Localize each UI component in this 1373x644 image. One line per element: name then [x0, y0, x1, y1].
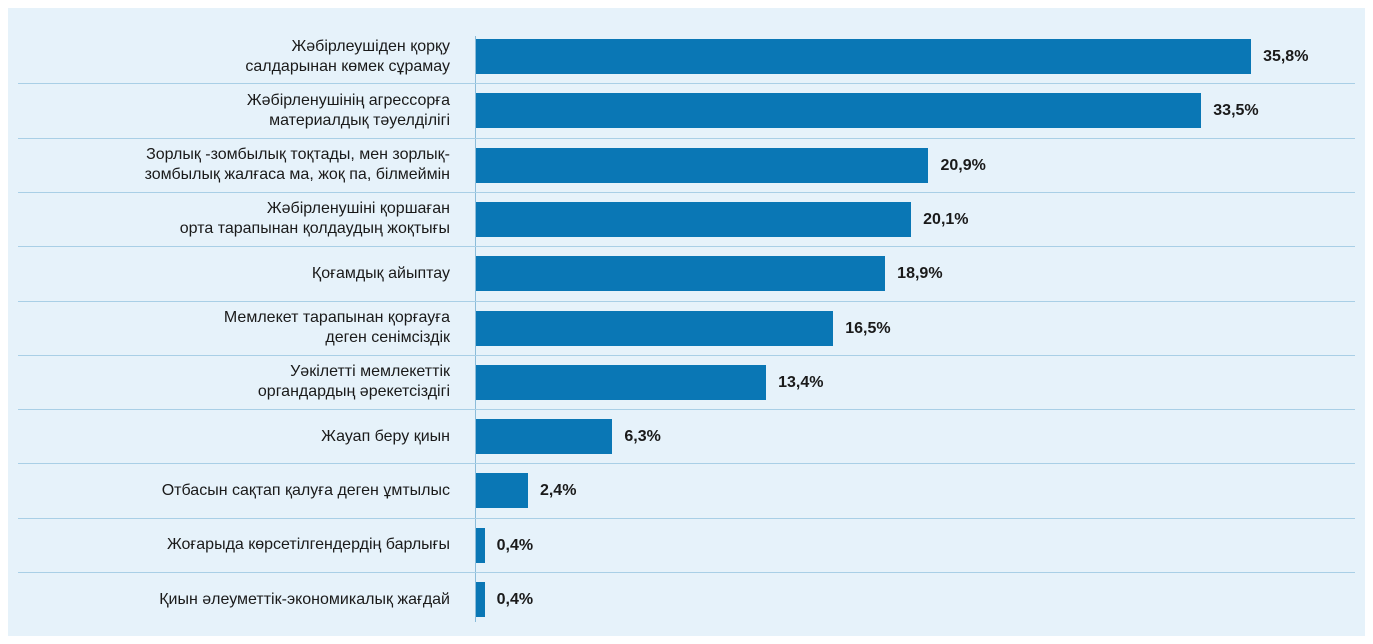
bar [476, 256, 886, 292]
row-separator [18, 300, 1355, 302]
value-label: 0,4% [496, 536, 534, 554]
bar [476, 201, 912, 237]
value-label: 20,9% [940, 156, 986, 174]
category-label: Мемлекет тарапынан қорғауға деген сенімс… [223, 309, 450, 346]
value-label: 6,3% [624, 428, 661, 446]
value-label: 20,1% [923, 210, 969, 228]
value-label: 18,9% [897, 265, 943, 283]
bar [476, 93, 1202, 129]
row-separator [18, 246, 1355, 248]
value-label: 16,5% [845, 319, 891, 337]
category-label: Қоғамдық айыптау [311, 264, 450, 282]
category-label: Жәбірленушінің агрессорға материалдық тә… [246, 91, 450, 129]
row-separator [18, 83, 1355, 85]
bar [476, 419, 613, 455]
value-label: 33,5% [1213, 102, 1259, 120]
bar [476, 473, 528, 509]
category-label: Отбасын сақтап қалуға деген ұмтылыс [161, 481, 450, 499]
row-separator [18, 572, 1355, 573]
category-label: Зорлық -зомбылық тоқтады, мен зорлық- зо… [144, 146, 450, 184]
row-separator [18, 517, 1355, 519]
axis-line [475, 36, 476, 622]
category-label: Жауап беру қиын [321, 427, 450, 445]
chart: Жәбірлеушіден қорқу салдарынан көмек сұр… [8, 8, 1365, 636]
value-label: 13,4% [778, 373, 824, 391]
row-separator [18, 191, 1355, 193]
bar [476, 364, 767, 400]
category-label: Уәкілетті мемлекеттік органдардың әрекет… [257, 363, 450, 401]
category-label: Қиын әлеуметтік-экономикалық жағдай [159, 590, 450, 608]
category-label: Жәбірлеушіден қорқу салдарынан көмек сұр… [245, 37, 450, 75]
row-separator [18, 463, 1355, 465]
bar [476, 582, 485, 617]
bar [476, 527, 485, 563]
category-label: Жәбірленушіні қоршаған орта тарапынан қо… [179, 200, 450, 238]
category-label: Жоғарыда көрсетілгендердің барлығы [166, 536, 450, 554]
value-label: 35,8% [1263, 48, 1309, 65]
row-separator [18, 354, 1355, 356]
bar [476, 147, 929, 183]
row-separator [18, 137, 1355, 139]
bar [476, 39, 1252, 74]
bar [476, 310, 834, 346]
row-separator [18, 409, 1355, 411]
value-label: 2,4% [539, 482, 577, 500]
value-label: 0,4% [496, 591, 534, 608]
